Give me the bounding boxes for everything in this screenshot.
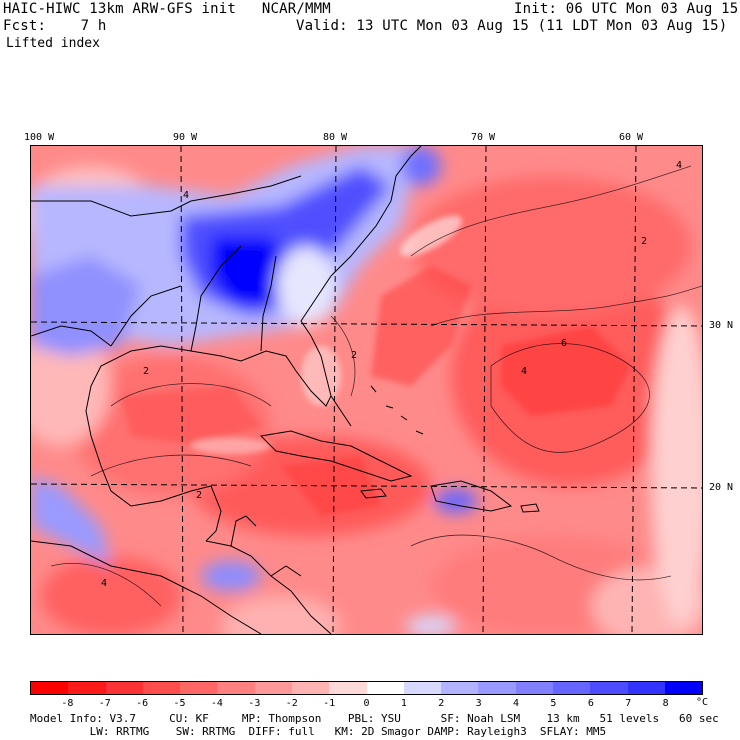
colorbar-tick-label: -6 bbox=[136, 698, 149, 709]
field-name: Lifted index bbox=[6, 36, 100, 51]
contour-label: 2 bbox=[143, 366, 149, 377]
contour-label: 6 bbox=[561, 338, 567, 349]
lon-label-100w: 100 W bbox=[24, 132, 55, 143]
colorbar-swatch bbox=[254, 682, 292, 694]
colorbar-swatch bbox=[627, 682, 665, 694]
colorbar-swatch bbox=[441, 682, 479, 694]
contour-label: 4 bbox=[676, 160, 682, 171]
lon-label-70w: 70 W bbox=[471, 132, 496, 143]
colorbar-swatch bbox=[552, 682, 591, 694]
valid-time: Valid: 13 UTC Mon 03 Aug 15 (11 LDT Mon … bbox=[296, 18, 728, 34]
colorbar-swatch bbox=[366, 682, 404, 694]
map-canvas: 2 2 2 2 4 4 4 4 6 bbox=[31, 146, 702, 634]
meridian-70w bbox=[482, 146, 487, 634]
colorbar-swatch bbox=[217, 682, 255, 694]
contour-label: 2 bbox=[351, 350, 357, 361]
contour-label: 4 bbox=[521, 366, 527, 377]
map-outlines bbox=[31, 146, 540, 634]
colorbar-swatch bbox=[329, 682, 367, 694]
contour-line bbox=[110, 383, 272, 407]
model-info-line1: Model Info: V3.7 CU: KF MP: Thompson PBL… bbox=[30, 712, 719, 725]
meridian-90w bbox=[180, 146, 184, 634]
lon-label-90w: 90 W bbox=[173, 132, 198, 143]
title-line1-left: HAIC-HIWC 13km ARW-GFS init NCAR/MMM bbox=[3, 1, 331, 17]
lat-label-30n: 30 N bbox=[709, 320, 734, 331]
contour-label: 2 bbox=[641, 236, 647, 247]
colorbar-swatch bbox=[403, 682, 442, 694]
contour-line bbox=[330, 315, 356, 397]
cuba bbox=[259, 430, 413, 482]
colorbar-swatch bbox=[68, 682, 106, 694]
lifted-index-map: 2 2 2 2 4 4 4 4 6 bbox=[30, 145, 703, 635]
puerto-rico bbox=[520, 503, 540, 513]
colorbar-swatch bbox=[664, 682, 703, 694]
colorbar-swatch bbox=[478, 682, 516, 694]
li-field bbox=[31, 146, 702, 634]
init-time: Init: 06 UTC Mon 03 Aug 15 bbox=[514, 1, 739, 17]
gulf-coast bbox=[85, 335, 332, 542]
colorbar-tick-label: 5 bbox=[550, 698, 557, 709]
contour-label: 4 bbox=[183, 190, 189, 201]
contour-labels: 2 2 2 2 4 4 4 4 6 bbox=[101, 160, 682, 589]
lat-label-20n: 20 N bbox=[709, 482, 734, 493]
us-east-coast bbox=[300, 146, 422, 337]
contour-line bbox=[90, 454, 252, 477]
jamaica bbox=[360, 488, 387, 499]
colorbar-tick-label: 1 bbox=[400, 698, 407, 709]
colorbar-swatch bbox=[180, 682, 218, 694]
colorbar-tick-label: -3 bbox=[248, 698, 261, 709]
colorbar-swatch bbox=[515, 682, 553, 694]
colorbar-tick-label: 6 bbox=[587, 698, 594, 709]
lon-label-60w: 60 W bbox=[619, 132, 644, 143]
colorbar-tick-label: -1 bbox=[323, 698, 336, 709]
meridian-80w bbox=[332, 146, 337, 634]
contour-line bbox=[490, 343, 650, 453]
hispaniola bbox=[430, 480, 513, 512]
colorbar-tick-label: 2 bbox=[438, 698, 445, 709]
colorbar-tick-label: 3 bbox=[475, 698, 482, 709]
colorbar-tick-label: 0 bbox=[363, 698, 370, 709]
colorbar bbox=[30, 681, 703, 695]
parallel-20n bbox=[31, 483, 702, 489]
colorbar-tick-label: 7 bbox=[625, 698, 632, 709]
lon-label-80w: 80 W bbox=[323, 132, 348, 143]
bahamas-islands bbox=[370, 385, 424, 435]
colorbar-unit: °C bbox=[696, 697, 709, 708]
contour-line bbox=[410, 165, 692, 257]
us-mexico-border bbox=[31, 325, 112, 347]
model-info-line2: LW: RRTMG SW: RRTMG DIFF: full KM: 2D Sm… bbox=[30, 725, 607, 738]
colorbar-swatch bbox=[142, 682, 181, 694]
colorbar-swatch bbox=[590, 682, 628, 694]
colorbar-tick-label: -4 bbox=[210, 698, 223, 709]
contour-line bbox=[430, 285, 702, 327]
state-borders bbox=[110, 245, 277, 352]
colorbar-swatch bbox=[291, 682, 330, 694]
graticule bbox=[31, 146, 702, 634]
colorbar-tick-label: -8 bbox=[61, 698, 74, 709]
colorbar-tick-label: 8 bbox=[662, 698, 669, 709]
country-borders bbox=[230, 515, 302, 577]
parallel-30n bbox=[31, 321, 702, 327]
pacific-coast bbox=[31, 540, 262, 634]
colorbar-tick-label: -2 bbox=[285, 698, 298, 709]
contour-label: 2 bbox=[196, 490, 202, 501]
forecast-hour: Fcst: 7 h bbox=[3, 18, 107, 34]
contour-line bbox=[50, 563, 162, 607]
colorbar-tick-label: -5 bbox=[173, 698, 186, 709]
colorbar-tick-label: -7 bbox=[98, 698, 111, 709]
colorbar-swatch bbox=[31, 682, 69, 694]
border-line bbox=[31, 175, 302, 217]
meridian-60w bbox=[631, 146, 637, 634]
colorbar-swatch bbox=[105, 682, 143, 694]
colorbar-tick-label: 4 bbox=[513, 698, 520, 709]
contour-label: 4 bbox=[101, 578, 107, 589]
